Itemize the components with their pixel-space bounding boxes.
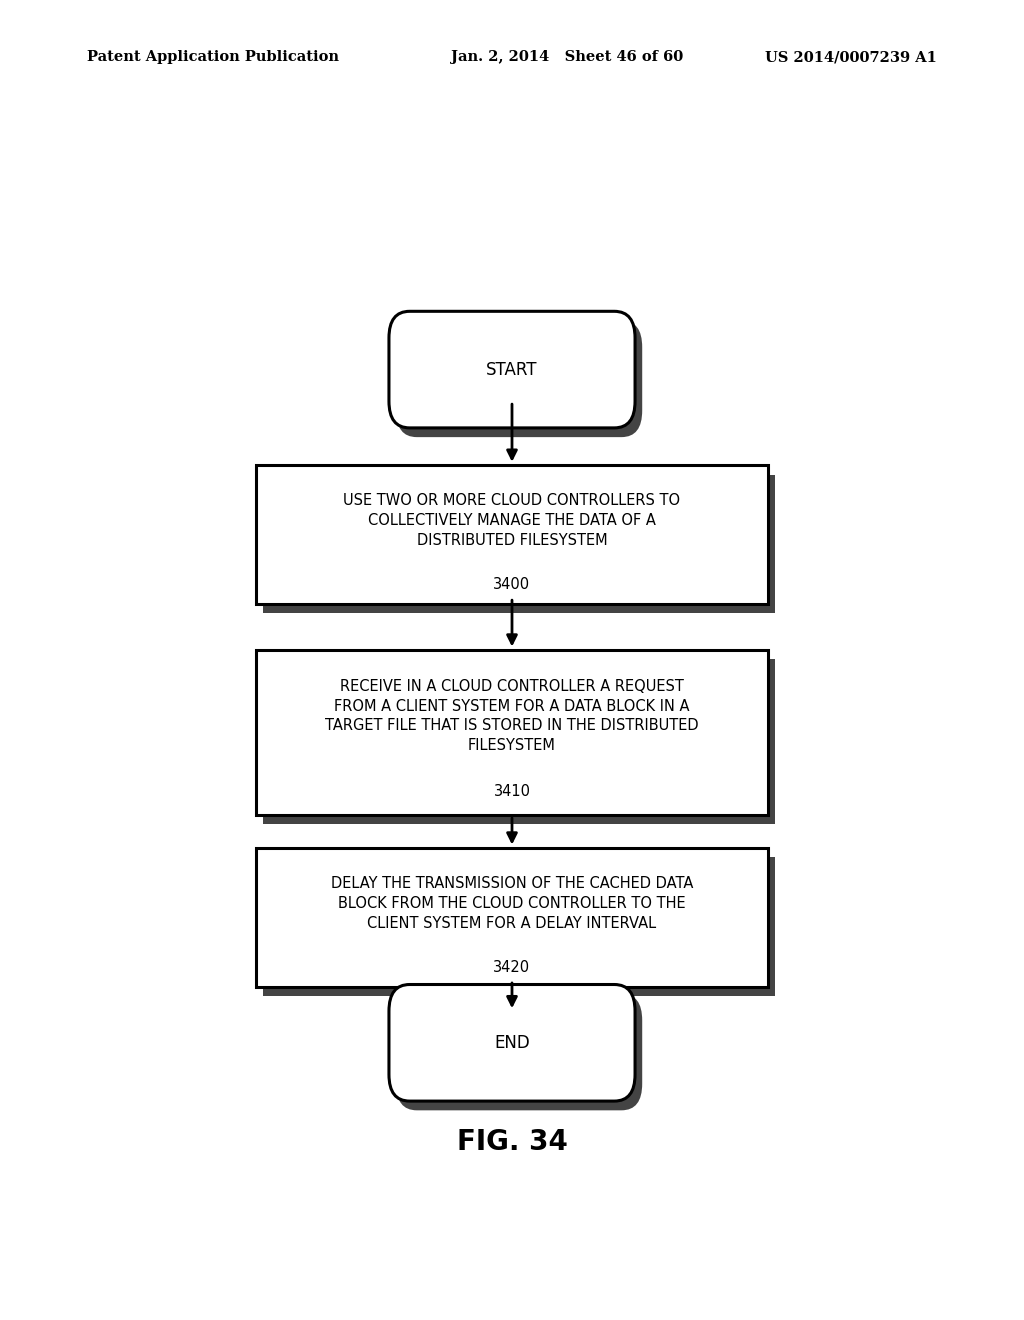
Text: 3410: 3410: [494, 784, 530, 800]
Text: DELAY THE TRANSMISSION OF THE CACHED DATA
BLOCK FROM THE CLOUD CONTROLLER TO THE: DELAY THE TRANSMISSION OF THE CACHED DAT…: [331, 876, 693, 931]
Text: Patent Application Publication: Patent Application Publication: [87, 50, 339, 65]
FancyBboxPatch shape: [396, 321, 642, 437]
Text: START: START: [486, 360, 538, 379]
FancyBboxPatch shape: [389, 985, 635, 1101]
Bar: [256, 465, 768, 605]
Bar: [263, 660, 775, 824]
FancyBboxPatch shape: [389, 312, 635, 428]
Text: Jan. 2, 2014   Sheet 46 of 60: Jan. 2, 2014 Sheet 46 of 60: [451, 50, 683, 65]
Bar: [263, 858, 775, 995]
Text: US 2014/0007239 A1: US 2014/0007239 A1: [765, 50, 937, 65]
Text: USE TWO OR MORE CLOUD CONTROLLERS TO
COLLECTIVELY MANAGE THE DATA OF A
DISTRIBUT: USE TWO OR MORE CLOUD CONTROLLERS TO COL…: [343, 494, 681, 548]
FancyBboxPatch shape: [396, 994, 642, 1110]
Bar: [256, 849, 768, 987]
Text: 3420: 3420: [494, 960, 530, 974]
Text: 3400: 3400: [494, 577, 530, 591]
Bar: [256, 649, 768, 814]
Bar: [263, 474, 775, 612]
Text: RECEIVE IN A CLOUD CONTROLLER A REQUEST
FROM A CLIENT SYSTEM FOR A DATA BLOCK IN: RECEIVE IN A CLOUD CONTROLLER A REQUEST …: [326, 678, 698, 754]
Text: END: END: [495, 1034, 529, 1052]
Text: FIG. 34: FIG. 34: [457, 1127, 567, 1156]
